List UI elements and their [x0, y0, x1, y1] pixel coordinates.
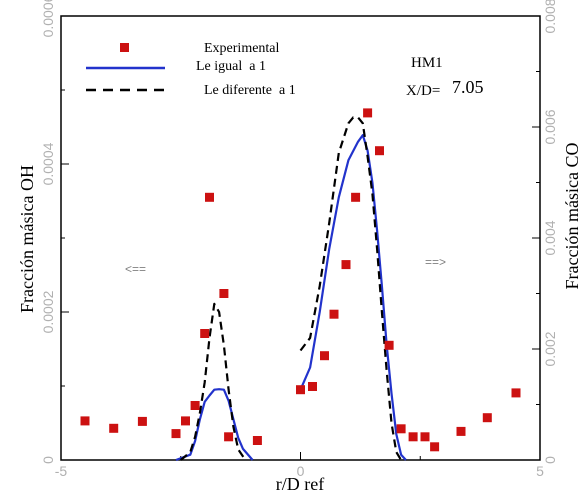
- x-tick-label: -5: [55, 463, 68, 479]
- experimental-point: [181, 416, 190, 426]
- experimental-point: [296, 385, 305, 395]
- experimental-point: [420, 432, 430, 442]
- x-axis-title: r/D ref: [276, 474, 324, 493]
- experimental-point: [308, 382, 317, 391]
- y-tick-label: 0: [40, 456, 56, 464]
- experimental-point: [396, 424, 406, 434]
- experimental-point: [224, 432, 234, 442]
- series-layer: [80, 108, 521, 462]
- series-le-igual-line: [299, 134, 407, 461]
- experimental-point: [205, 192, 214, 202]
- experimental-point: [80, 416, 90, 426]
- y-tick-label: 0.0002: [40, 290, 56, 333]
- y2-tick-label: 0.006: [542, 109, 558, 144]
- experimental-point: [408, 432, 418, 442]
- experimental-point: [219, 289, 229, 298]
- y2-axis-title: Fracción másica CO: [562, 143, 578, 290]
- experimental-point: [252, 436, 262, 445]
- y-axis-title: Fracción másica OH: [17, 165, 37, 313]
- experimental-point: [351, 192, 361, 202]
- axis-ticks: -5 0 500.00020.00040.000600.0020.0040.0060…: [40, 0, 558, 479]
- experimental-point: [329, 309, 339, 319]
- y2-tick-label: 0.002: [542, 331, 558, 366]
- experimental-point: [430, 442, 440, 452]
- experimental-point: [384, 340, 394, 350]
- legend-le-igual-label: Le igual a 1: [196, 59, 266, 74]
- experimental-point: [190, 401, 200, 410]
- experimental-point: [482, 413, 492, 423]
- y-tick-label: 0.0004: [40, 142, 56, 185]
- x-tick-label: 5: [536, 463, 544, 479]
- y2-tick-label: 0.008: [542, 0, 558, 34]
- experimental-point: [200, 329, 210, 338]
- experimental-point: [375, 146, 384, 156]
- y-tick-label: 0.0006: [40, 0, 56, 37]
- legend-experimental-marker: [120, 43, 129, 52]
- station-value: 7.05: [452, 77, 484, 97]
- experimental-point: [511, 388, 521, 398]
- experimental-point: [171, 429, 181, 439]
- experimental-point: [109, 423, 119, 433]
- y2-tick-label: 0: [542, 456, 558, 464]
- case-label: HM1: [411, 55, 443, 71]
- experimental-point: [456, 426, 466, 436]
- series-le-diferente-line: [180, 302, 247, 461]
- x-tick-label: 0: [297, 463, 305, 479]
- right-arrow-annotation: ==>: [425, 255, 446, 269]
- experimental-point: [363, 108, 373, 118]
- experimental-point: [341, 260, 351, 270]
- experimental-point: [320, 351, 329, 361]
- y2-tick-label: 0.004: [542, 220, 558, 255]
- legend: Experimental Le igual a 1 Le diferente a…: [86, 41, 296, 98]
- left-arrow-annotation: <==: [125, 262, 146, 276]
- experimental-point: [137, 416, 147, 426]
- station-label: X/D=: [406, 83, 440, 99]
- legend-le-diferente-label: Le diferente a 1: [204, 83, 296, 98]
- legend-experimental-label: Experimental: [204, 41, 280, 56]
- series-le-diferente-line: [299, 116, 403, 461]
